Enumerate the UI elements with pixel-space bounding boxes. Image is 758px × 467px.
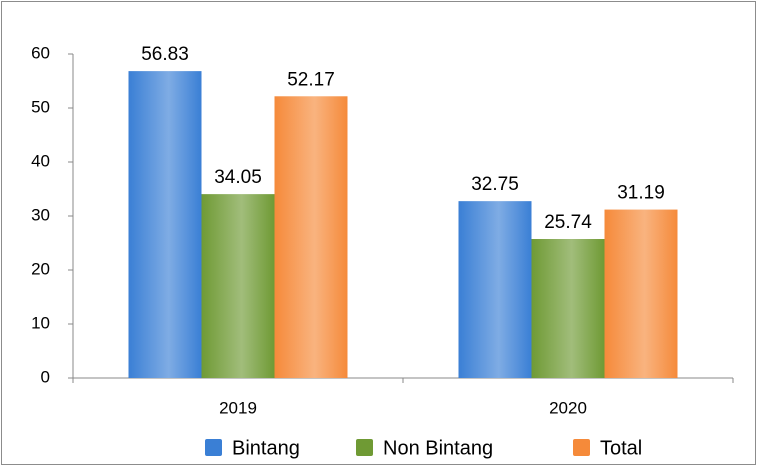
- data-label: 31.19: [617, 183, 665, 204]
- data-label: 34.05: [214, 167, 262, 188]
- legend-swatch: [205, 439, 222, 456]
- bar: [531, 239, 605, 378]
- legend-swatch: [356, 439, 373, 456]
- x-tick-label: 2020: [549, 398, 587, 417]
- data-label: 25.74: [544, 212, 592, 233]
- x-tick-label: 2019: [219, 398, 257, 417]
- data-label: 32.75: [471, 174, 519, 195]
- y-tick-label: 60: [31, 43, 50, 62]
- y-tick-label: 30: [31, 205, 50, 224]
- bar: [458, 201, 532, 378]
- y-tick-label: 50: [31, 97, 50, 116]
- bar: [201, 194, 275, 378]
- bar: [604, 209, 678, 378]
- y-tick-label: 20: [31, 259, 50, 278]
- legend-swatch: [573, 439, 590, 456]
- data-label: 52.17: [287, 69, 335, 90]
- bar: [128, 71, 202, 379]
- legend-label: Bintang: [232, 437, 300, 459]
- y-tick-label: 40: [31, 151, 50, 170]
- y-tick-label: 0: [41, 367, 50, 386]
- y-tick-label: 10: [31, 313, 50, 332]
- legend-label: Non Bintang: [383, 437, 493, 459]
- data-label: 56.83: [141, 44, 189, 65]
- legend-label: Total: [600, 437, 642, 459]
- bar: [274, 96, 348, 379]
